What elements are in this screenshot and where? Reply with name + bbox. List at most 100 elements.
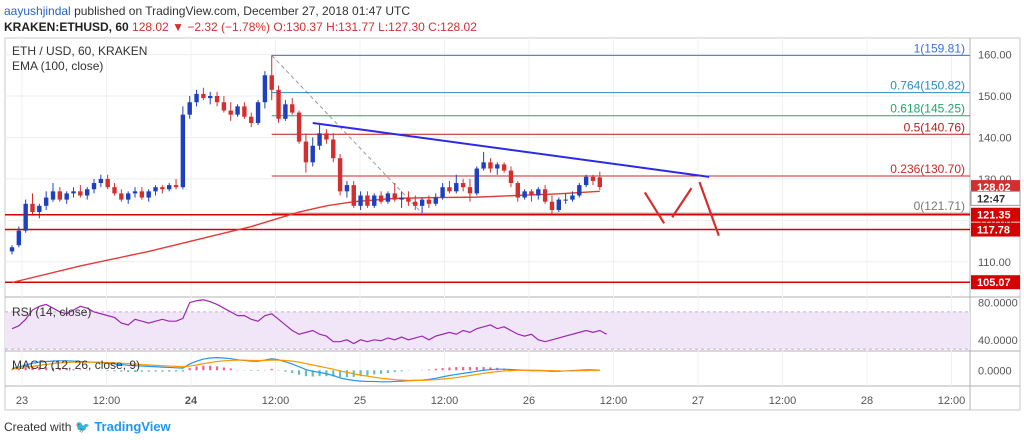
candle-body	[228, 110, 233, 115]
candle-body	[84, 189, 90, 196]
candle-body	[324, 133, 329, 140]
legend-rsi: RSI (14, close)	[12, 305, 91, 319]
time-tick: 12:00	[431, 395, 459, 407]
fib-label-0.236: 0.236(130.70)	[890, 162, 965, 176]
time-axis[interactable]: 23 12:00 24 12:00 25 12:00 26 12:00 27 12:00 28 12:…	[16, 395, 965, 407]
legend: ETH / USD, 60, KRAKEN EMA (100, close) R…	[12, 44, 147, 372]
created-with-text: Created with	[4, 419, 72, 434]
candle-body	[460, 183, 466, 188]
candle-body	[447, 187, 452, 192]
time-tick: 12:00	[769, 395, 797, 407]
price-axis[interactable]: 160.00150.00140.00130.00120.00110.00128.…	[970, 50, 1021, 290]
fib-label-0.764: 0.764(150.82)	[890, 79, 965, 93]
time-tick: 12:00	[93, 395, 121, 407]
price-label-box	[970, 190, 1021, 206]
candle-body	[180, 114, 186, 188]
candle-body	[542, 189, 548, 202]
candle-body	[331, 139, 336, 159]
horizontal-levels[interactable]	[5, 213, 970, 283]
candle-body	[283, 104, 288, 119]
candle-body	[488, 162, 493, 169]
candle-body	[454, 183, 459, 192]
price-tick: 110.00	[978, 257, 1011, 269]
candle-body	[119, 193, 124, 200]
candle-body	[153, 187, 158, 192]
price-tick: 140.00	[978, 132, 1012, 144]
time-tick: 24	[185, 395, 198, 407]
time-tick: 27	[692, 395, 704, 407]
macd-pane: 0.0000	[10, 357, 1012, 383]
ema-100-line	[11, 190, 600, 284]
author-link[interactable]: aayushjindal	[4, 4, 71, 18]
candle-body	[276, 89, 281, 119]
candle-body	[481, 162, 486, 169]
tradingview-brand[interactable]: TradingView	[94, 419, 171, 434]
rsi-band	[5, 311, 970, 350]
down-arrow-icon: ▼	[172, 20, 184, 34]
candle-body	[474, 168, 479, 194]
candle-body	[98, 178, 104, 184]
candle-body	[344, 185, 350, 192]
candle-body	[112, 187, 117, 194]
footer: Created with 🐦 TradingView	[4, 419, 171, 434]
candle-body	[16, 230, 22, 246]
candle-body	[590, 176, 596, 181]
candle-body	[9, 247, 15, 252]
candle-body	[160, 187, 165, 190]
price-label: 117.78	[977, 225, 1010, 237]
candle-body	[413, 201, 418, 206]
candle-body	[23, 203, 28, 231]
candle-body	[522, 191, 527, 198]
candle-body	[132, 191, 138, 194]
candle-body	[43, 197, 49, 206]
candle-body	[495, 164, 500, 169]
candle-body	[139, 191, 145, 198]
candle-body	[597, 177, 603, 188]
candle-body	[296, 112, 302, 142]
legend-macd: MACD (12, 26, close, 9)	[12, 358, 140, 372]
trendline[interactable]	[312, 121, 710, 178]
candle-body	[583, 176, 589, 186]
rsi-pane: 80.0000 40.0000	[5, 298, 1018, 350]
time-tick: 25	[354, 395, 366, 407]
candle-body	[201, 93, 206, 99]
fibonacci-retracement[interactable]: 1(159.81) 0.764(150.82) 0.618(145.25) 0.5(1…	[271, 41, 970, 214]
projection-arrows	[643, 181, 720, 237]
candle-body	[536, 189, 541, 196]
candle-body	[146, 191, 151, 198]
candle-body	[105, 178, 110, 188]
symbol-label: KRAKEN:ETHUSD, 60	[4, 20, 129, 34]
chart-frame	[4, 37, 1021, 411]
price-label-box	[971, 222, 1020, 237]
candle-body	[358, 195, 363, 206]
candle-body	[194, 93, 199, 103]
rsi-line	[11, 299, 607, 345]
candle-body	[310, 145, 315, 163]
candle-body	[563, 199, 568, 201]
candle-body	[365, 195, 370, 206]
candle-body	[378, 195, 384, 202]
candle-body	[242, 106, 247, 117]
rsi-tick: 40.0000	[978, 335, 1018, 347]
ohlc-values: O:130.37 H:131.77 L:127.30 C:128.02	[273, 20, 477, 34]
legend-ema: EMA (100, close)	[12, 59, 103, 73]
price-label-box	[971, 275, 1020, 290]
publish-line: aayushjindal published on TradingView.co…	[4, 4, 410, 18]
fib-label-0.618: 0.618(145.25)	[890, 102, 965, 116]
candle-body	[255, 102, 261, 123]
candle-body	[208, 96, 213, 99]
legend-title: ETH / USD, 60, KRAKEN	[12, 44, 147, 58]
candle-body	[426, 199, 432, 204]
fib-label-0: 0(121.71)	[914, 199, 965, 213]
candle-body	[570, 195, 575, 200]
candle-body	[262, 75, 268, 103]
time-tick: 26	[523, 395, 535, 407]
candle-body	[167, 185, 172, 190]
candle-body	[556, 199, 561, 210]
candle-body	[385, 193, 391, 202]
candle-body	[433, 197, 438, 204]
ema-line	[11, 190, 600, 284]
candle-body	[249, 116, 254, 123]
candle-body	[125, 193, 131, 200]
